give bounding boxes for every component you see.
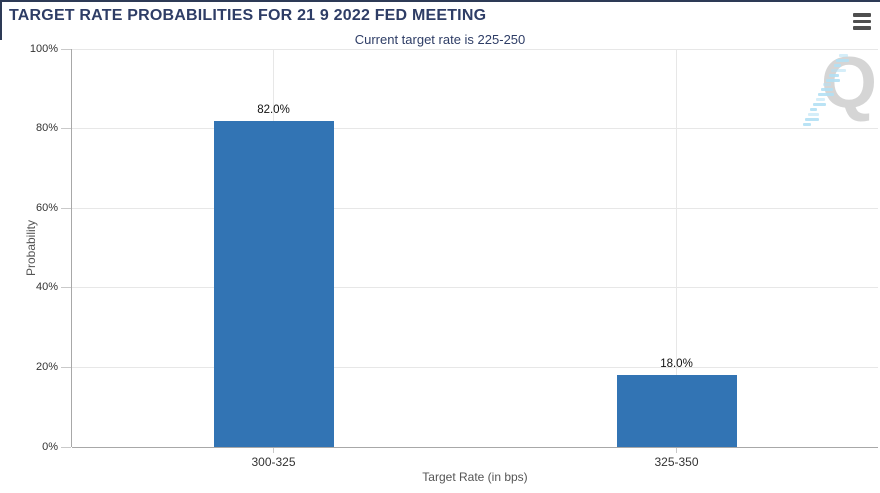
- y-axis-tick: [61, 207, 71, 209]
- panel-left-edge: [0, 2, 2, 40]
- bar-value-label: 82.0%: [257, 103, 290, 116]
- y-tick-label: 100%: [29, 42, 58, 55]
- y-tick-label: 20%: [35, 360, 58, 373]
- x-category-label: 325-350: [654, 455, 699, 469]
- gridline: [72, 287, 878, 289]
- gridline: [676, 49, 677, 447]
- y-tick-label: 80%: [35, 122, 58, 135]
- x-axis-tick: [273, 448, 274, 453]
- y-axis-tick: [61, 287, 71, 289]
- x-axis-line: [72, 446, 878, 448]
- y-axis-title: Probability: [24, 219, 39, 277]
- x-axis-title: Target Rate (in bps): [422, 470, 528, 484]
- y-axis-tick: [61, 446, 71, 448]
- gridline: [72, 207, 878, 209]
- chart-subtitle: Current target rate is 225-250: [354, 32, 526, 47]
- bar-300-325[interactable]: [213, 120, 334, 447]
- gridline: [72, 366, 878, 368]
- x-category-label: 300-325: [251, 455, 296, 469]
- y-tick-label: 60%: [35, 201, 58, 214]
- y-axis-tick: [61, 366, 71, 368]
- chart-title: TARGET RATE PROBABILITIES FOR 21 9 2022 …: [9, 7, 487, 24]
- bar-325-350[interactable]: [616, 375, 737, 447]
- y-axis-tick: [61, 128, 71, 130]
- bar-value-label: 18.0%: [660, 358, 693, 371]
- gridline: [72, 48, 878, 50]
- plot-area: 82.0% 300-325 18.0% 325-350: [61, 48, 878, 469]
- y-axis-line: [71, 49, 72, 447]
- hamburger-bar: [853, 26, 871, 30]
- hamburger-bar: [853, 19, 871, 23]
- x-axis-tick: [676, 448, 677, 453]
- hamburger-menu-icon[interactable]: [851, 12, 873, 33]
- y-axis-tick: [61, 48, 71, 50]
- hamburger-bar: [853, 13, 871, 17]
- y-tick-label: 0%: [42, 440, 58, 453]
- y-tick-label: 40%: [35, 281, 58, 294]
- gridline: [72, 128, 878, 130]
